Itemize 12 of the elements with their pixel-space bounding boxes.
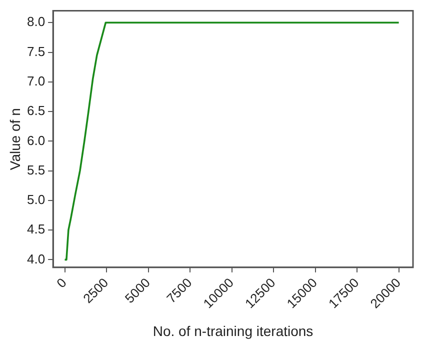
y-tick-label: 4.0 (26, 251, 46, 266)
x-tick-label: 0 (54, 274, 70, 291)
y-tick-label: 7.0 (26, 73, 46, 88)
y-tick-label: 6.0 (26, 132, 46, 148)
y-tick-label: 5.5 (26, 162, 46, 178)
y-tick-label: 7.5 (26, 44, 46, 59)
y-axis-title: Value of n (6, 108, 23, 170)
x-axis-title: No. of n-training iterations (152, 322, 314, 339)
y-tick-label: 6.5 (26, 103, 46, 118)
y-tick-label: 8.0 (26, 14, 46, 30)
y-tick-label: 4.5 (26, 222, 46, 237)
y-tick-label: 5.0 (26, 192, 46, 208)
